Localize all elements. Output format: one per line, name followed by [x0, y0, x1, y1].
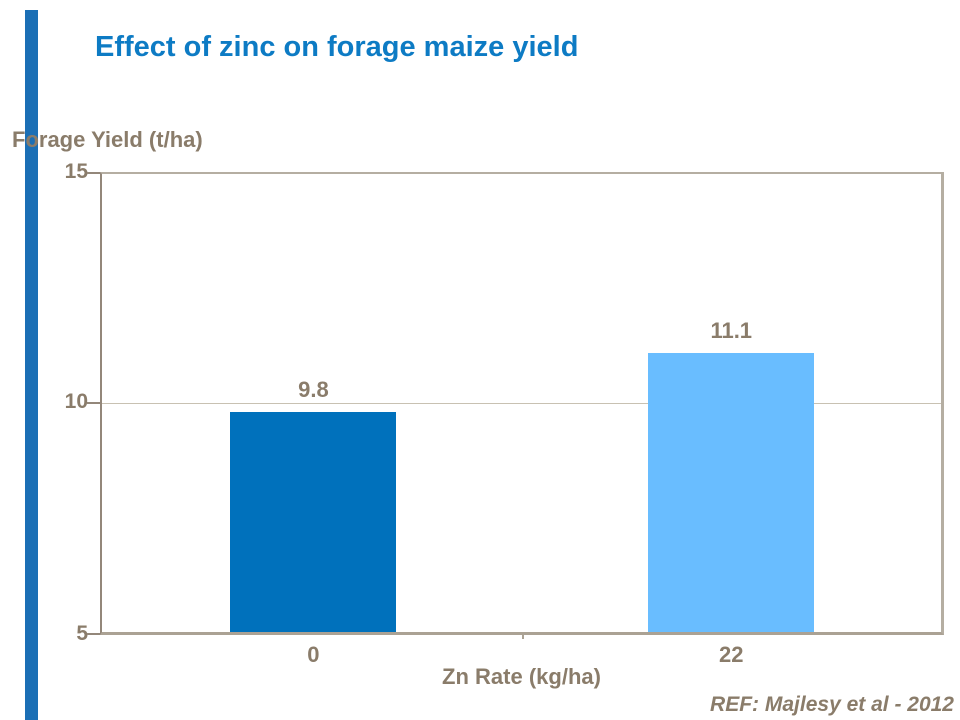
bar-value-label-22: 11.1	[710, 317, 753, 343]
ytick-mark-10	[87, 402, 100, 404]
bar-zn-22	[648, 352, 815, 632]
ytick-mark-15	[87, 172, 100, 174]
ytick-label-10: 10	[64, 390, 88, 413]
left-accent-strip	[25, 10, 38, 720]
y-axis-title: Forage Yield (t/ha)	[12, 127, 203, 152]
bar-slot-22: 11.1 22	[648, 174, 815, 667]
x-axis-title: Zn Rate (kg/ha)	[442, 664, 601, 689]
gridline-10	[102, 403, 941, 404]
bar-zn-0	[230, 412, 397, 632]
xtick-label-0: 0	[307, 642, 320, 667]
plot-area: Zn Rate (kg/ha) 9.8 0 11.1 22	[100, 172, 944, 689]
x-axis-center-tick	[521, 632, 524, 639]
chart-title: Effect of zinc on forage maize yield	[95, 31, 579, 63]
reference-citation: REF: Majlesy et al - 2012	[710, 693, 954, 716]
ytick-label-5: 5	[76, 622, 88, 645]
bar-value-label-0: 9.8	[298, 377, 329, 403]
bar-slot-0: 9.8 0	[230, 174, 397, 667]
xtick-label-22: 22	[719, 642, 744, 667]
ytick-label-15: 15	[64, 160, 88, 183]
ytick-mark-5	[87, 633, 100, 635]
